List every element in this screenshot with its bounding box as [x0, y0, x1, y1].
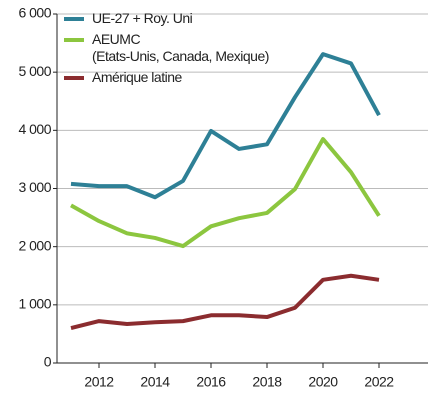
y-tick-label: 4 000: [18, 121, 51, 137]
series-line: [70, 273, 380, 331]
x-tick-label: 2020: [308, 374, 338, 390]
x-tick-label: 2016: [196, 374, 226, 390]
legend-item: AEUMC (Etats-Unis, Canada, Mexique): [64, 31, 269, 65]
y-tick-label: 2 000: [18, 237, 51, 253]
x-tick-label: 2022: [364, 374, 394, 390]
x-tick-label: 2018: [252, 374, 282, 390]
legend-label: AEUMC (Etats-Unis, Canada, Mexique): [92, 31, 269, 64]
legend-label: Amérique latine: [92, 69, 182, 85]
legend-item: Amérique latine: [64, 69, 269, 86]
y-tick-label: 3 000: [18, 179, 51, 195]
x-tick-label: 2014: [140, 374, 170, 390]
series-line: [70, 137, 381, 249]
series-line: [70, 52, 381, 200]
y-tick-label: 0: [44, 354, 52, 370]
legend-item: UE-27 + Roy. Uni: [64, 10, 269, 27]
legend-swatch: [64, 38, 84, 42]
y-tick-label: 6 000: [18, 5, 51, 21]
legend: UE-27 + Roy. Uni AEUMC (Etats-Unis, Canad…: [64, 10, 269, 90]
y-tick-label: 1 000: [18, 296, 51, 312]
x-tick-label: 2012: [84, 374, 114, 390]
y-tick-label: 5 000: [18, 63, 51, 79]
legend-swatch: [64, 76, 84, 80]
legend-label: UE-27 + Roy. Uni: [92, 10, 193, 26]
legend-swatch: [64, 17, 84, 21]
